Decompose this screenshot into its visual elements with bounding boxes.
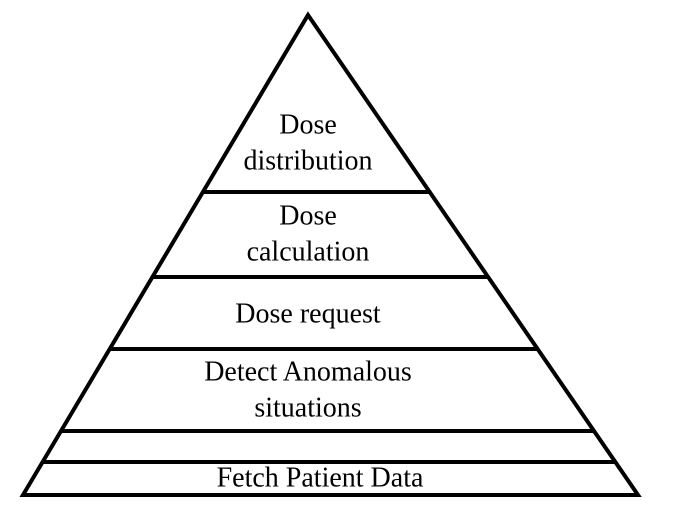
pyramid-level-label: Fetch Patient Data bbox=[217, 462, 424, 493]
pyramid-level-label: distribution bbox=[243, 145, 372, 176]
pyramid-level-label: situations bbox=[254, 392, 361, 423]
pyramid-level-label: calculation bbox=[247, 236, 370, 267]
pyramid-diagram: Dose distribution Dose calculation Dose requ… bbox=[0, 0, 685, 524]
pyramid-level-label: Dose bbox=[279, 109, 337, 140]
pyramid-level-label: Dose bbox=[279, 200, 337, 231]
pyramid-level-label: Dose request bbox=[235, 298, 381, 329]
pyramid-level-label: Detect Anomalous bbox=[204, 356, 412, 387]
